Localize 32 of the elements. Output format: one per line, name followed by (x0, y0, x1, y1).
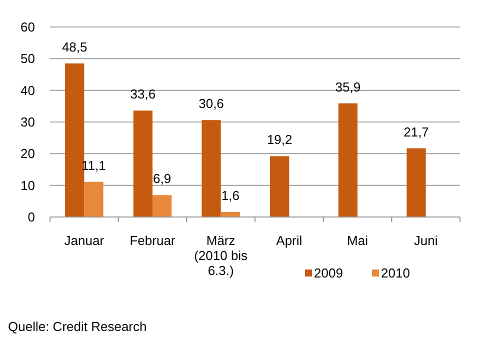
bar (338, 103, 358, 217)
bar (270, 156, 290, 217)
y-tick-label: 10 (20, 178, 35, 193)
data-label: 1,6 (221, 188, 240, 203)
x-tick-label: März (2010 bis 6.3.) (194, 233, 248, 278)
y-tick-label: 20 (20, 146, 35, 162)
x-tick-label: Juni (414, 233, 438, 248)
bar (133, 110, 152, 217)
bar (202, 120, 221, 217)
source-note: Quelle: Credit Research (8, 319, 147, 334)
y-tick-label: 50 (20, 51, 35, 66)
x-tick-label: Februar (130, 233, 176, 248)
x-tick-label: Januar (64, 233, 105, 248)
data-label: 35,9 (335, 79, 361, 94)
x-tick-label: April (276, 233, 302, 248)
bar (406, 148, 426, 217)
bar (84, 182, 104, 217)
legend-label: 2010 (381, 266, 410, 280)
y-tick-label: 60 (20, 20, 35, 34)
legend-label: 2009 (314, 266, 343, 280)
data-label: 48,5 (62, 39, 88, 54)
bar (65, 63, 84, 217)
x-tick-label: Mai (347, 233, 368, 248)
bar (152, 195, 172, 217)
y-tick-label: 40 (20, 82, 35, 98)
data-label: 21,7 (404, 124, 429, 140)
data-label: 6,9 (153, 171, 172, 186)
y-tick-label: 30 (20, 114, 35, 130)
data-label: 19,2 (266, 132, 292, 148)
y-tick-label: 0 (28, 210, 35, 224)
data-label: 30,6 (198, 96, 224, 112)
data-label: 33,6 (130, 86, 156, 102)
